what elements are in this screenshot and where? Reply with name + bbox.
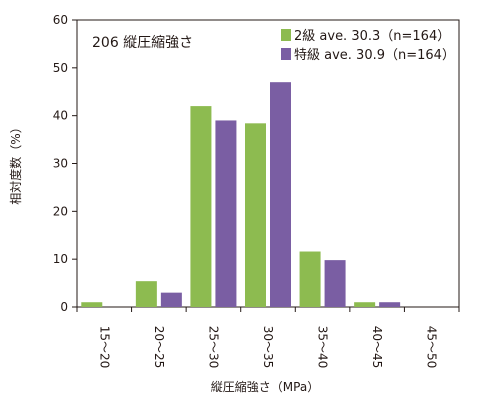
x-tick-label: 25～30 (206, 326, 220, 369)
x-tick-label: 30～35 (261, 326, 275, 369)
x-tick-label: 20～25 (152, 326, 166, 369)
plot-frame (76, 19, 460, 308)
y-tick-label: 10 (53, 252, 68, 266)
legend-swatch-tokkyu (281, 48, 291, 60)
bar-tokkyu (215, 120, 237, 307)
bar-tokkyu (379, 302, 401, 307)
bar-tokkyu (160, 292, 182, 307)
x-tick-label: 35～40 (316, 326, 330, 369)
legend-swatch-2kyu (281, 29, 291, 41)
y-axis-title: 相対度数（%） (8, 121, 23, 204)
bar-2kyu (354, 302, 376, 307)
bar-2kyu (135, 281, 157, 307)
x-axis-ticks: 15～20 20～25 25～30 30～35 35～40 40～45 45～50 (76, 307, 460, 369)
x-tick-label: 45～50 (425, 326, 439, 369)
chart-title: 206 縦圧縮強さ (92, 35, 193, 51)
x-axis-title: 縦圧縮強さ（MPa） (211, 379, 319, 394)
x-tick-label: 15～20 (97, 326, 111, 369)
y-tick-label: 60 (53, 13, 68, 27)
y-tick-label: 40 (53, 109, 68, 123)
y-axis-ticks: 0 10 20 30 40 50 60 (53, 13, 77, 314)
bar-tokkyu (270, 82, 291, 307)
y-tick-label: 20 (53, 204, 68, 218)
legend-label-2kyu: 2級 ave. 30.3（n=164） (294, 29, 450, 44)
y-tick-label: 0 (60, 300, 68, 314)
legend-label-tokkyu: 特級 ave. 30.9（n=164） (294, 48, 455, 63)
bar-2kyu (190, 106, 212, 307)
bar-tokkyu (324, 260, 346, 307)
y-tick-label: 50 (53, 61, 68, 75)
legend: 2級 ave. 30.3（n=164） 特級 ave. 30.9（n=164） (281, 29, 455, 63)
bar-series-group (81, 82, 401, 307)
bar-2kyu (81, 302, 103, 307)
y-tick-label: 30 (53, 157, 68, 171)
x-tick-label: 40～45 (370, 326, 384, 369)
bar-2kyu (299, 251, 321, 307)
bar-2kyu (245, 123, 266, 307)
